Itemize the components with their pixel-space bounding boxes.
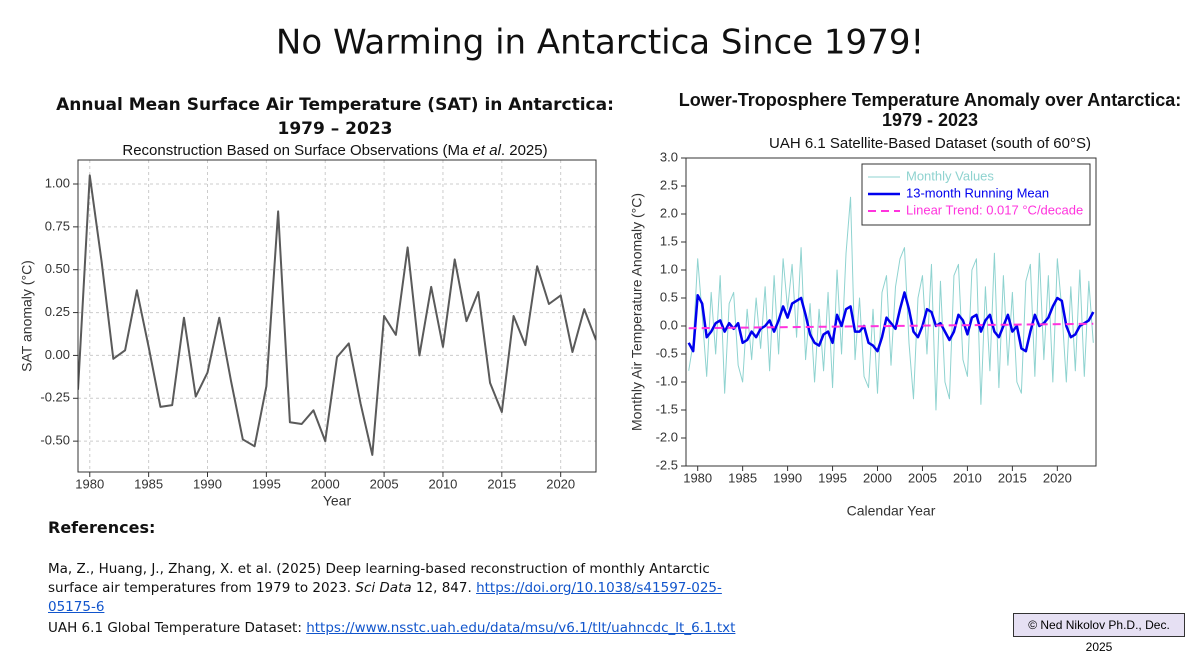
ref-link[interactable]: https://doi.org/10.1038/s41597-025-05175… bbox=[48, 580, 722, 615]
series-line bbox=[78, 174, 596, 456]
ref-text: UAH 6.1 Global Temperature Dataset: bbox=[48, 620, 307, 636]
y-tick-label: 0.5 bbox=[660, 289, 678, 304]
slide-title: No Warming in Antarctica Since 1979! bbox=[276, 23, 924, 63]
x-tick-label: 2010 bbox=[953, 470, 982, 485]
y-tick-label: 0.00 bbox=[45, 347, 70, 362]
x-tick-label: 1990 bbox=[773, 470, 802, 485]
chart-title: Lower-Troposphere Temperature Anomaly ov… bbox=[679, 90, 1181, 110]
chart-title: 1979 - 2023 bbox=[882, 110, 978, 130]
y-tick-label: 1.5 bbox=[660, 233, 678, 248]
x-tick-label: 1980 bbox=[683, 470, 712, 485]
y-tick-label: -1.0 bbox=[656, 373, 678, 388]
references-heading: References: bbox=[48, 518, 156, 537]
ref-link[interactable]: https://www.nsstc.uah.edu/data/msu/v6.1/… bbox=[306, 620, 736, 636]
y-tick-label: -0.25 bbox=[40, 390, 70, 405]
chart-subtitle: UAH 6.1 Satellite-Based Dataset (south o… bbox=[769, 135, 1091, 152]
y-tick-label: 3.0 bbox=[660, 149, 678, 164]
x-tick-label: 2020 bbox=[1043, 470, 1072, 485]
plot-area bbox=[78, 174, 596, 456]
plot-frame bbox=[685, 157, 1097, 467]
y-tick-label: 1.0 bbox=[660, 261, 678, 276]
y-tick-label: 2.0 bbox=[660, 205, 678, 220]
x-tick-label: 2010 bbox=[428, 476, 457, 491]
x-tick-label: 2020 bbox=[546, 476, 575, 491]
series-line bbox=[688, 196, 1094, 411]
y-axis-label: Monthly Air Temperature Anomaly (°C) bbox=[629, 193, 645, 431]
x-tick-label: 2015 bbox=[487, 476, 516, 491]
x-tick-label: 1985 bbox=[134, 476, 163, 491]
subtitle-part: . 2025) bbox=[501, 142, 548, 159]
y-tick-label: -2.0 bbox=[656, 429, 678, 444]
x-tick-label: 2005 bbox=[908, 470, 937, 485]
series-line bbox=[688, 322, 1094, 330]
credit: © Ned Nikolov Ph.D., Dec. 2025 bbox=[1013, 613, 1185, 654]
chart-title: 1979 – 2023 bbox=[278, 119, 393, 139]
ref-journal: Sci Data bbox=[355, 580, 412, 596]
x-axis-label: Year bbox=[323, 493, 352, 509]
y-tick-label: -1.5 bbox=[656, 401, 678, 416]
ref-text: 12, 847. bbox=[411, 580, 477, 596]
y-tick-label: 1.00 bbox=[45, 175, 70, 190]
legend-label: Linear Trend: 0.017 °C/decade bbox=[906, 202, 1083, 217]
subtitle-part: Reconstruction Based on Surface Observat… bbox=[122, 142, 472, 159]
x-tick-label: 2015 bbox=[998, 470, 1027, 485]
y-tick-label: 0.50 bbox=[45, 261, 70, 276]
reference: Ma, Z., Huang, J., Zhang, X. et al. (202… bbox=[48, 560, 728, 617]
x-tick-label: 1995 bbox=[252, 476, 281, 491]
y-tick-label: -0.50 bbox=[40, 433, 70, 448]
x-tick-label: 1995 bbox=[818, 470, 847, 485]
x-tick-label: 1985 bbox=[728, 470, 757, 485]
chart-title: Annual Mean Surface Air Temperature (SAT… bbox=[56, 95, 614, 115]
plot-area bbox=[687, 196, 1095, 411]
x-tick-label: 2005 bbox=[370, 476, 399, 491]
y-tick-label: 0.25 bbox=[45, 304, 70, 319]
legend-label: Monthly Values bbox=[906, 168, 994, 183]
x-tick-label: 1980 bbox=[75, 476, 104, 491]
y-tick-label: -0.5 bbox=[656, 345, 678, 360]
x-tick-label: 2000 bbox=[863, 470, 892, 485]
ref-text: Ma, Z., Huang, J., Zhang, X. et al. (202… bbox=[48, 561, 710, 596]
chart-subtitle: Reconstruction Based on Surface Observat… bbox=[122, 142, 547, 159]
y-axis-label: SAT anomaly (°C) bbox=[19, 260, 35, 372]
y-tick-label: -2.5 bbox=[656, 457, 678, 472]
y-tick-label: 0.0 bbox=[660, 317, 678, 332]
x-tick-label: 2000 bbox=[311, 476, 340, 491]
x-tick-label: 1990 bbox=[193, 476, 222, 491]
y-tick-label: 2.5 bbox=[660, 177, 678, 192]
reference: UAH 6.1 Global Temperature Dataset: http… bbox=[48, 619, 735, 638]
x-axis-label: Calendar Year bbox=[847, 503, 936, 519]
plot-frame bbox=[77, 159, 597, 473]
series-line bbox=[687, 291, 1095, 353]
legend-label: 13-month Running Mean bbox=[906, 185, 1049, 200]
y-tick-label: 0.75 bbox=[45, 218, 70, 233]
subtitle-part: et al bbox=[473, 142, 502, 159]
